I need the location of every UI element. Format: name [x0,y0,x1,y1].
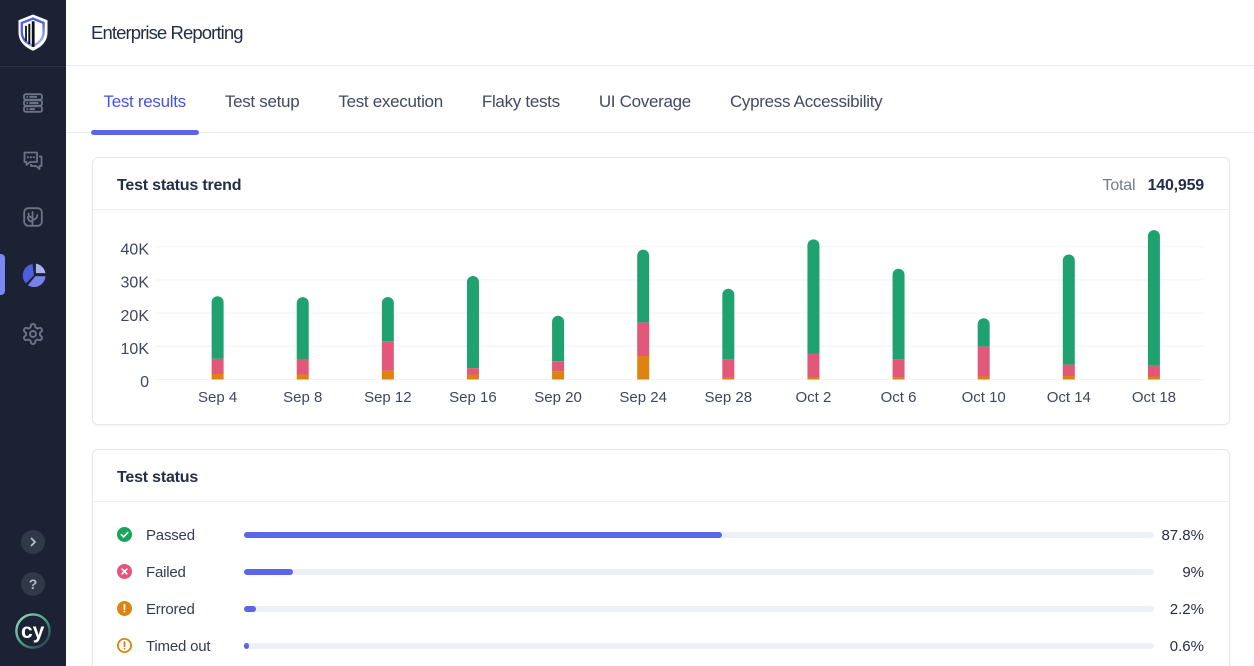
svg-text:40K: 40K [121,241,150,258]
svg-text:Sep 16: Sep 16 [449,389,497,406]
svg-text:Oct 2: Oct 2 [796,389,832,406]
svg-text:Oct 18: Oct 18 [1132,389,1176,406]
svg-text:Oct 6: Oct 6 [881,389,917,406]
svg-text:20K: 20K [121,308,150,325]
svg-text:0: 0 [140,374,149,391]
svg-text:Sep 24: Sep 24 [619,389,667,406]
svg-text:Sep 28: Sep 28 [705,389,753,406]
svg-text:Sep 12: Sep 12 [364,389,412,406]
svg-text:10K: 10K [121,341,150,358]
svg-text:30K: 30K [121,275,150,292]
svg-text:cy: cy [21,620,45,643]
svg-text:Sep 8: Sep 8 [283,389,322,406]
svg-text:Oct 10: Oct 10 [962,389,1006,406]
svg-text:Oct 14: Oct 14 [1047,389,1091,406]
svg-text:Sep 4: Sep 4 [198,389,237,406]
svg-text:Sep 20: Sep 20 [534,389,582,406]
